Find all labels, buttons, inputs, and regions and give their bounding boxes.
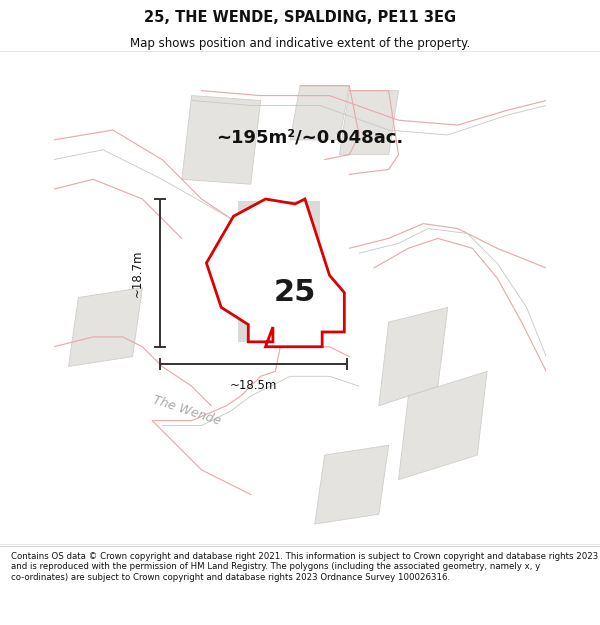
Text: ~18.7m: ~18.7m <box>131 249 144 297</box>
Polygon shape <box>238 201 320 342</box>
Text: 25: 25 <box>274 278 316 307</box>
Text: Map shows position and indicative extent of the property.: Map shows position and indicative extent… <box>130 37 470 50</box>
Polygon shape <box>340 91 398 154</box>
Text: Contains OS data © Crown copyright and database right 2021. This information is : Contains OS data © Crown copyright and d… <box>11 552 598 582</box>
Polygon shape <box>290 86 349 140</box>
Text: ~18.5m: ~18.5m <box>230 379 277 392</box>
Polygon shape <box>68 288 142 366</box>
Polygon shape <box>206 199 344 347</box>
Polygon shape <box>379 308 448 406</box>
Text: ~195m²/~0.048ac.: ~195m²/~0.048ac. <box>216 129 404 146</box>
Text: The Wende: The Wende <box>151 394 223 428</box>
Text: 25, THE WENDE, SPALDING, PE11 3EG: 25, THE WENDE, SPALDING, PE11 3EG <box>144 10 456 25</box>
Polygon shape <box>315 445 389 524</box>
Polygon shape <box>398 371 487 480</box>
Polygon shape <box>182 96 260 184</box>
